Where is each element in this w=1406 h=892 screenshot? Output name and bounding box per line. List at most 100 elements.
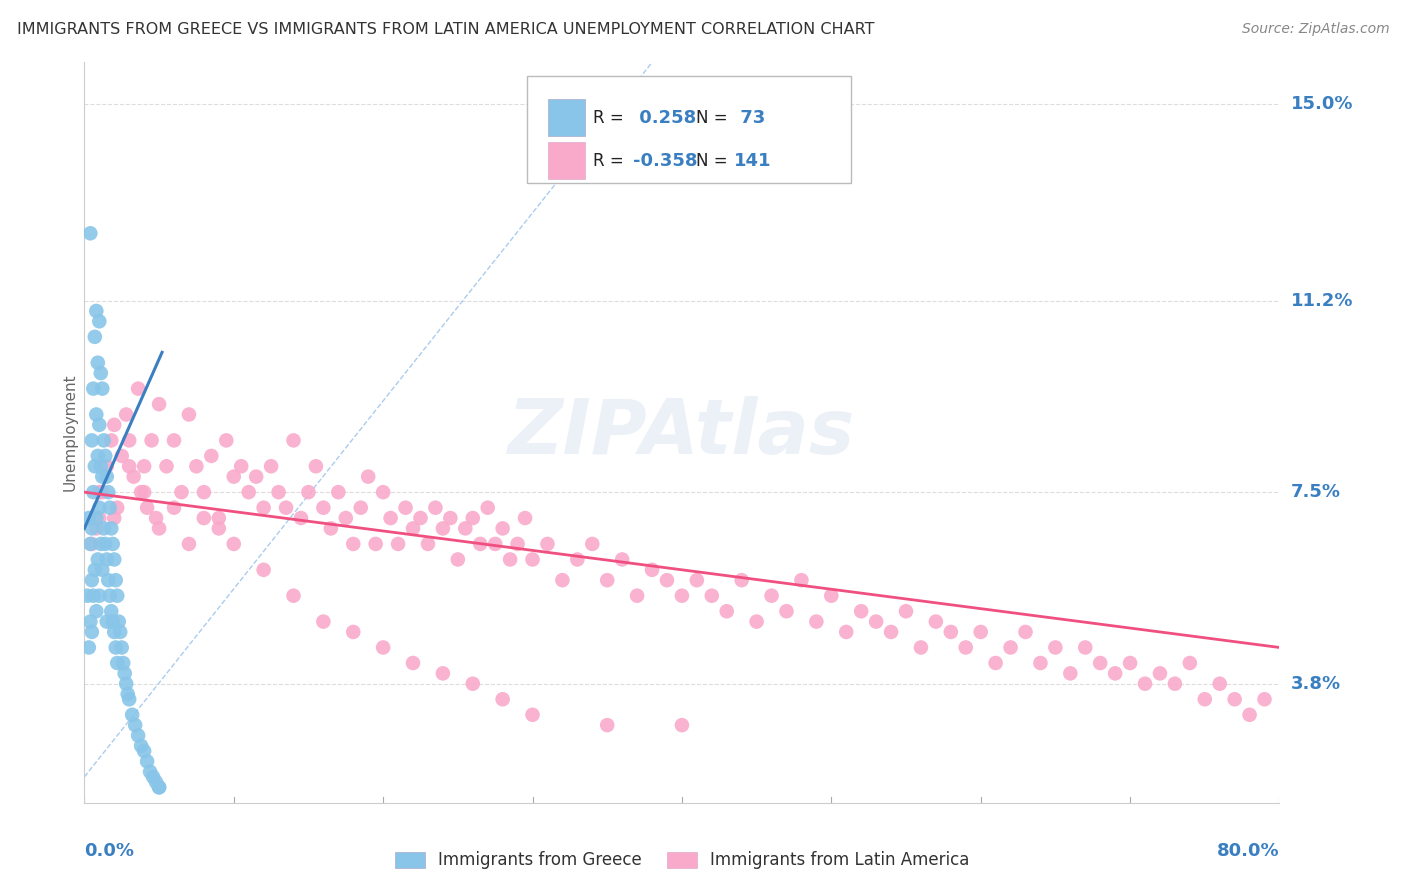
Point (105, 656, 128, 670)
Point (193, 485, 215, 500)
Point (1104, 666, 1126, 681)
Point (200, 449, 222, 463)
Text: 11.2%: 11.2% (1291, 292, 1353, 310)
Point (105, 500, 128, 515)
Point (477, 500, 499, 515)
Point (148, 780, 170, 795)
Point (77, 640, 100, 655)
Text: IMMIGRANTS FROM GREECE VS IMMIGRANTS FROM LATIN AMERICA UNEMPLOYMENT CORRELATION: IMMIGRANTS FROM GREECE VS IMMIGRANTS FRO… (17, 22, 875, 37)
Point (373, 640, 395, 655)
Point (671, 718, 693, 732)
Point (231, 459, 253, 474)
Point (910, 640, 932, 655)
Point (163, 434, 186, 448)
Point (148, 521, 170, 535)
Point (103, 552, 125, 566)
Point (193, 511, 215, 525)
Text: R =: R = (593, 152, 630, 169)
Point (87, 356, 110, 370)
Point (1223, 692, 1246, 706)
Point (880, 624, 903, 639)
Point (86, 304, 108, 318)
Point (267, 485, 290, 500)
Point (215, 434, 238, 448)
Point (851, 604, 873, 618)
Point (80, 434, 103, 448)
Point (115, 408, 138, 422)
Point (373, 485, 395, 500)
Point (90, 459, 112, 474)
Point (83, 330, 105, 344)
Point (103, 624, 125, 639)
Point (522, 552, 544, 566)
Point (136, 755, 159, 769)
Point (114, 666, 136, 681)
Point (103, 417, 125, 432)
Text: 141: 141 (734, 152, 772, 169)
Text: N =: N = (696, 152, 733, 169)
Point (492, 692, 515, 706)
Point (94, 449, 117, 463)
Point (761, 589, 783, 603)
Point (129, 485, 152, 500)
Point (101, 615, 124, 629)
Point (97, 485, 120, 500)
Point (432, 521, 454, 535)
Point (129, 739, 152, 753)
Text: 0.258: 0.258 (633, 109, 696, 127)
Point (76, 589, 98, 603)
Point (409, 511, 432, 525)
Point (283, 434, 305, 448)
Point (461, 511, 484, 525)
Point (86, 408, 108, 422)
Point (98, 500, 121, 515)
Point (686, 573, 709, 587)
Point (1164, 677, 1187, 691)
Point (1194, 692, 1216, 706)
Point (305, 459, 328, 474)
Point (342, 624, 364, 639)
Point (820, 589, 842, 603)
Point (163, 500, 186, 515)
Point (80, 537, 103, 551)
Point (297, 485, 319, 500)
Point (90, 366, 112, 380)
Point (77, 511, 100, 525)
Point (1253, 692, 1275, 706)
Point (79, 227, 101, 241)
Point (260, 459, 283, 474)
Point (100, 604, 122, 618)
Point (101, 537, 124, 551)
Point (328, 485, 350, 500)
Point (155, 459, 177, 474)
Point (312, 500, 335, 515)
Point (425, 500, 447, 515)
Point (290, 511, 312, 525)
Point (100, 521, 122, 535)
Point (1239, 707, 1261, 722)
Point (416, 537, 439, 551)
Text: N =: N = (696, 109, 733, 127)
Point (87, 449, 110, 463)
Point (1133, 677, 1156, 691)
Point (939, 624, 962, 639)
Point (80, 521, 103, 535)
Point (357, 469, 380, 483)
Point (380, 511, 402, 525)
Point (82, 589, 104, 603)
Point (806, 615, 828, 629)
Point (105, 589, 128, 603)
Point (87, 552, 110, 566)
Point (432, 666, 454, 681)
Point (364, 537, 387, 551)
Point (107, 615, 129, 629)
Point (103, 511, 125, 525)
Point (925, 615, 948, 629)
Point (91, 382, 114, 396)
Point (132, 485, 156, 500)
Point (865, 615, 887, 629)
Point (139, 764, 162, 779)
Point (581, 537, 603, 551)
Point (551, 573, 574, 587)
Point (96, 459, 118, 474)
